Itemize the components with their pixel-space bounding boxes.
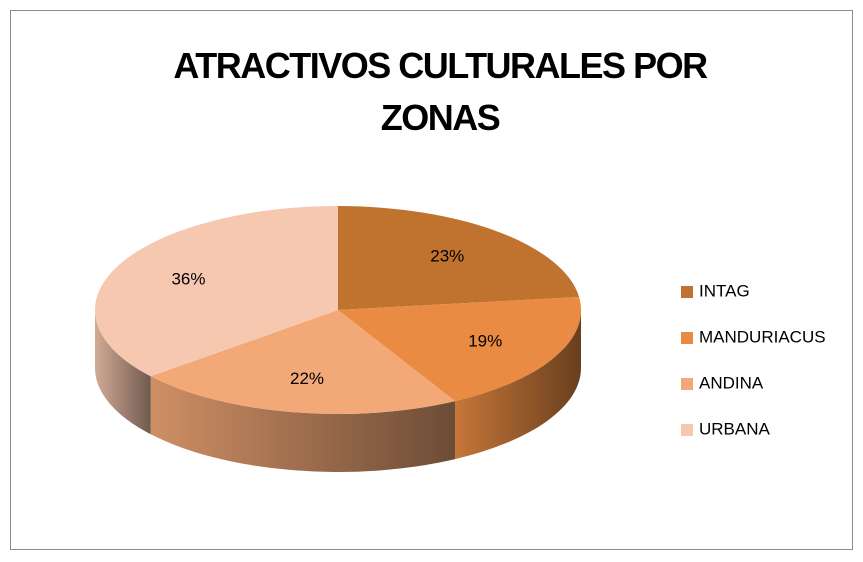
legend-label: MANDURIACUS <box>699 327 826 346</box>
data-label: 36% <box>171 269 205 288</box>
pie-slice <box>338 296 581 402</box>
pie-side <box>455 310 581 460</box>
legend-swatch <box>681 332 693 344</box>
pie-side <box>150 376 456 473</box>
legend-label: URBANA <box>699 419 771 438</box>
data-label: 22% <box>290 369 324 388</box>
legend-label: ANDINA <box>699 373 764 392</box>
data-label: 19% <box>468 332 502 351</box>
legend-swatch <box>681 424 693 436</box>
data-label: 23% <box>430 246 464 265</box>
pie-side <box>95 310 151 435</box>
pie-slice <box>338 206 580 310</box>
legend-swatch <box>681 286 693 298</box>
chart-frame <box>10 10 853 550</box>
legend-swatch <box>681 378 693 390</box>
legend-label: INTAG <box>699 281 750 300</box>
pie-slice <box>95 206 338 377</box>
pie-slice <box>150 310 456 414</box>
chart-title: ATRACTIVOS CULTURALES POR ZONAS <box>173 45 708 138</box>
